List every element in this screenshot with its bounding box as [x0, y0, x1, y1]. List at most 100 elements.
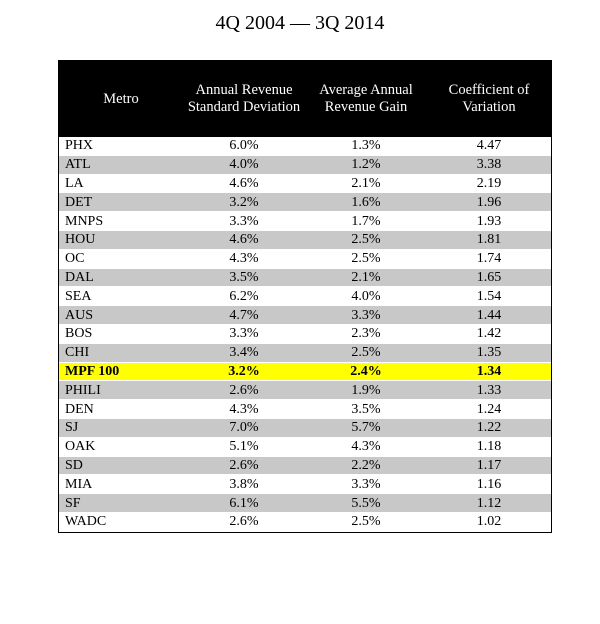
table-row: WADC 2.6% 2.5% 1.02 — [59, 512, 551, 532]
avg-gain-cell: 1.6% — [305, 192, 427, 213]
table-row: PHILI 2.6% 1.9% 1.33 — [59, 380, 551, 401]
coefficient-cell: 4.47 — [427, 137, 551, 156]
coefficient-cell: 1.34 — [427, 362, 551, 382]
std-dev-cell: 3.5% — [183, 268, 305, 288]
metro-cell: PHX — [59, 137, 183, 156]
table-row: MPF 100 3.2% 2.4% 1.34 — [59, 362, 551, 382]
metro-cell: OAK — [59, 437, 183, 457]
header-metro: Metro — [59, 61, 183, 137]
header-std-dev: Annual Revenue Standard Deviation — [183, 61, 305, 137]
metro-cell: ATL — [59, 155, 183, 175]
metro-cell: SEA — [59, 286, 183, 307]
avg-gain-cell: 3.5% — [305, 399, 427, 419]
coefficient-cell: 1.02 — [427, 512, 551, 532]
avg-gain-cell: 2.5% — [305, 230, 427, 250]
metro-cell: CHI — [59, 343, 183, 363]
coefficient-cell: 1.44 — [427, 305, 551, 325]
metro-cell: BOS — [59, 324, 183, 344]
coefficient-cell: 1.35 — [427, 343, 551, 363]
std-dev-cell: 3.3% — [183, 211, 305, 231]
avg-gain-cell: 1.7% — [305, 211, 427, 231]
avg-gain-cell: 3.3% — [305, 474, 427, 495]
std-dev-cell: 3.8% — [183, 474, 305, 495]
table-row: SJ 7.0% 5.7% 1.22 — [59, 418, 551, 438]
coefficient-cell: 1.74 — [427, 249, 551, 269]
page-title: 4Q 2004 — 3Q 2014 — [215, 12, 385, 34]
table-row: OC 4.3% 2.5% 1.74 — [59, 249, 551, 269]
metro-cell: OC — [59, 249, 183, 269]
coefficient-cell: 1.65 — [427, 268, 551, 288]
coefficient-cell: 1.54 — [427, 286, 551, 307]
metro-cell: LA — [59, 174, 183, 194]
std-dev-cell: 4.3% — [183, 249, 305, 269]
table-row: MNPS 3.3% 1.7% 1.93 — [59, 211, 551, 231]
metro-cell: PHILI — [59, 380, 183, 401]
avg-gain-cell: 2.2% — [305, 456, 427, 476]
table-row: CHI 3.4% 2.5% 1.35 — [59, 343, 551, 363]
table-row: HOU 4.6% 2.5% 1.81 — [59, 230, 551, 250]
table-row: LA 4.6% 2.1% 2.19 — [59, 174, 551, 194]
metro-cell: DAL — [59, 268, 183, 288]
std-dev-cell: 2.6% — [183, 456, 305, 476]
std-dev-cell: 7.0% — [183, 418, 305, 438]
coefficient-cell: 1.12 — [427, 493, 551, 513]
metro-cell: WADC — [59, 512, 183, 532]
table-row: AUS 4.7% 3.3% 1.44 — [59, 305, 551, 325]
header-row: Metro Annual Revenue Standard Deviation … — [59, 61, 551, 137]
table-row: SEA 6.2% 4.0% 1.54 — [59, 286, 551, 307]
avg-gain-cell: 1.3% — [305, 137, 427, 156]
coefficient-cell: 3.38 — [427, 155, 551, 175]
table-row: ATL 4.0% 1.2% 3.38 — [59, 155, 551, 175]
avg-gain-cell: 3.3% — [305, 305, 427, 325]
coefficient-cell: 1.81 — [427, 230, 551, 250]
table-row: DET 3.2% 1.6% 1.96 — [59, 192, 551, 213]
std-dev-cell: 5.1% — [183, 437, 305, 457]
metro-cell: MIA — [59, 474, 183, 495]
data-table: Metro Annual Revenue Standard Deviation … — [59, 61, 551, 532]
table-row: SD 2.6% 2.2% 1.17 — [59, 456, 551, 476]
coefficient-cell: 1.42 — [427, 324, 551, 344]
coefficient-cell: 1.33 — [427, 380, 551, 401]
table-row: MIA 3.8% 3.3% 1.16 — [59, 474, 551, 495]
std-dev-cell: 3.2% — [183, 192, 305, 213]
avg-gain-cell: 1.9% — [305, 380, 427, 401]
avg-gain-cell: 4.0% — [305, 286, 427, 307]
avg-gain-cell: 1.2% — [305, 155, 427, 175]
metro-cell: SJ — [59, 418, 183, 438]
table-row: SF 6.1% 5.5% 1.12 — [59, 493, 551, 513]
table-row: DEN 4.3% 3.5% 1.24 — [59, 399, 551, 419]
std-dev-cell: 3.4% — [183, 343, 305, 363]
table-row: PHX 6.0% 1.3% 4.47 — [59, 137, 551, 156]
std-dev-cell: 2.6% — [183, 512, 305, 532]
std-dev-cell: 3.2% — [183, 362, 305, 382]
metro-cell: DEN — [59, 399, 183, 419]
std-dev-cell: 4.0% — [183, 155, 305, 175]
avg-gain-cell: 2.5% — [305, 249, 427, 269]
std-dev-cell: 4.7% — [183, 305, 305, 325]
table-row: OAK 5.1% 4.3% 1.18 — [59, 437, 551, 457]
std-dev-cell: 4.6% — [183, 230, 305, 250]
coefficient-cell: 2.19 — [427, 174, 551, 194]
avg-gain-cell: 5.5% — [305, 493, 427, 513]
avg-gain-cell: 2.4% — [305, 362, 427, 382]
header-coefficient: Coefficient of Variation — [427, 61, 551, 137]
metro-revenue-table: Metro Annual Revenue Standard Deviation … — [58, 60, 552, 533]
coefficient-cell: 1.22 — [427, 418, 551, 438]
metro-cell: DET — [59, 192, 183, 213]
table-header: Metro Annual Revenue Standard Deviation … — [59, 61, 551, 137]
table-row: DAL 3.5% 2.1% 1.65 — [59, 268, 551, 288]
avg-gain-cell: 2.5% — [305, 512, 427, 532]
coefficient-cell: 1.16 — [427, 474, 551, 495]
metro-cell: SF — [59, 493, 183, 513]
metro-cell: AUS — [59, 305, 183, 325]
std-dev-cell: 6.1% — [183, 493, 305, 513]
table-body: PHX 6.0% 1.3% 4.47 ATL 4.0% 1.2% 3.38 LA 4.6% 2.1%… — [59, 137, 551, 532]
header-avg-gain: Average Annual Revenue Gain — [305, 61, 427, 137]
avg-gain-cell: 2.3% — [305, 324, 427, 344]
std-dev-cell: 3.3% — [183, 324, 305, 344]
std-dev-cell: 4.6% — [183, 174, 305, 194]
coefficient-cell: 1.17 — [427, 456, 551, 476]
std-dev-cell: 6.0% — [183, 137, 305, 156]
metro-cell: MPF 100 — [59, 362, 183, 382]
std-dev-cell: 6.2% — [183, 286, 305, 307]
